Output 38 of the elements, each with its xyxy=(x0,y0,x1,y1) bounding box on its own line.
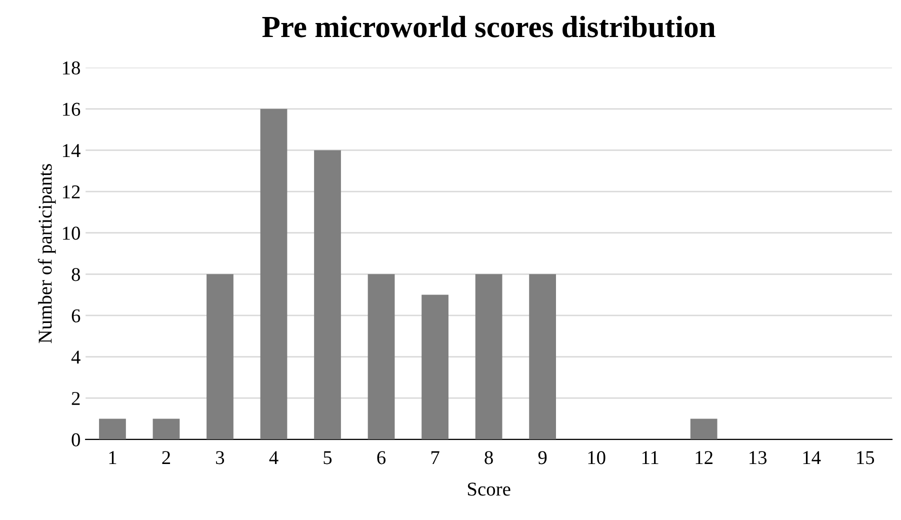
bar xyxy=(152,418,180,440)
x-tick-label: 11 xyxy=(642,451,658,464)
bar xyxy=(206,274,234,440)
y-tick-label: 2 xyxy=(72,392,80,405)
bar xyxy=(99,418,126,440)
x-tick-label: 13 xyxy=(750,451,767,464)
bar xyxy=(422,294,448,440)
bar xyxy=(314,150,341,440)
x-tick-label: 7 xyxy=(431,451,440,464)
x-tick-label: 14 xyxy=(803,451,821,464)
y-tick-label: 4 xyxy=(71,350,80,364)
bar xyxy=(475,274,502,440)
x-tick-label: 12 xyxy=(696,451,712,464)
x-tick-label: 6 xyxy=(377,451,386,464)
bar xyxy=(690,418,718,440)
x-tick-label: 3 xyxy=(216,451,224,464)
x-tick-label: 10 xyxy=(588,451,606,464)
chart-title: Pre microworld scores distribution xyxy=(262,16,716,38)
y-tick-label: 12 xyxy=(63,185,80,198)
x-tick-label: 2 xyxy=(162,451,170,464)
bar xyxy=(260,108,288,440)
bar xyxy=(368,274,395,440)
y-tick-label: 16 xyxy=(63,102,80,116)
y-tick-label: 0 xyxy=(72,433,80,446)
x-tick-label: 5 xyxy=(324,451,332,464)
x-tick-label: 15 xyxy=(857,451,874,464)
y-tick-label: 6 xyxy=(72,309,80,322)
y-tick-label: 14 xyxy=(63,144,80,157)
x-axis-title: Score xyxy=(468,482,510,496)
y-tick-label: 8 xyxy=(72,268,80,282)
y-tick-label: 18 xyxy=(63,61,80,75)
bar xyxy=(529,274,556,440)
y-tick-label: 10 xyxy=(63,226,80,240)
x-tick-label: 8 xyxy=(484,451,493,464)
x-tick-label: 1 xyxy=(109,451,116,464)
y-axis-title: Number of participants xyxy=(38,164,56,344)
x-tick-label: 4 xyxy=(269,451,278,464)
x-tick-label: 9 xyxy=(538,451,547,464)
